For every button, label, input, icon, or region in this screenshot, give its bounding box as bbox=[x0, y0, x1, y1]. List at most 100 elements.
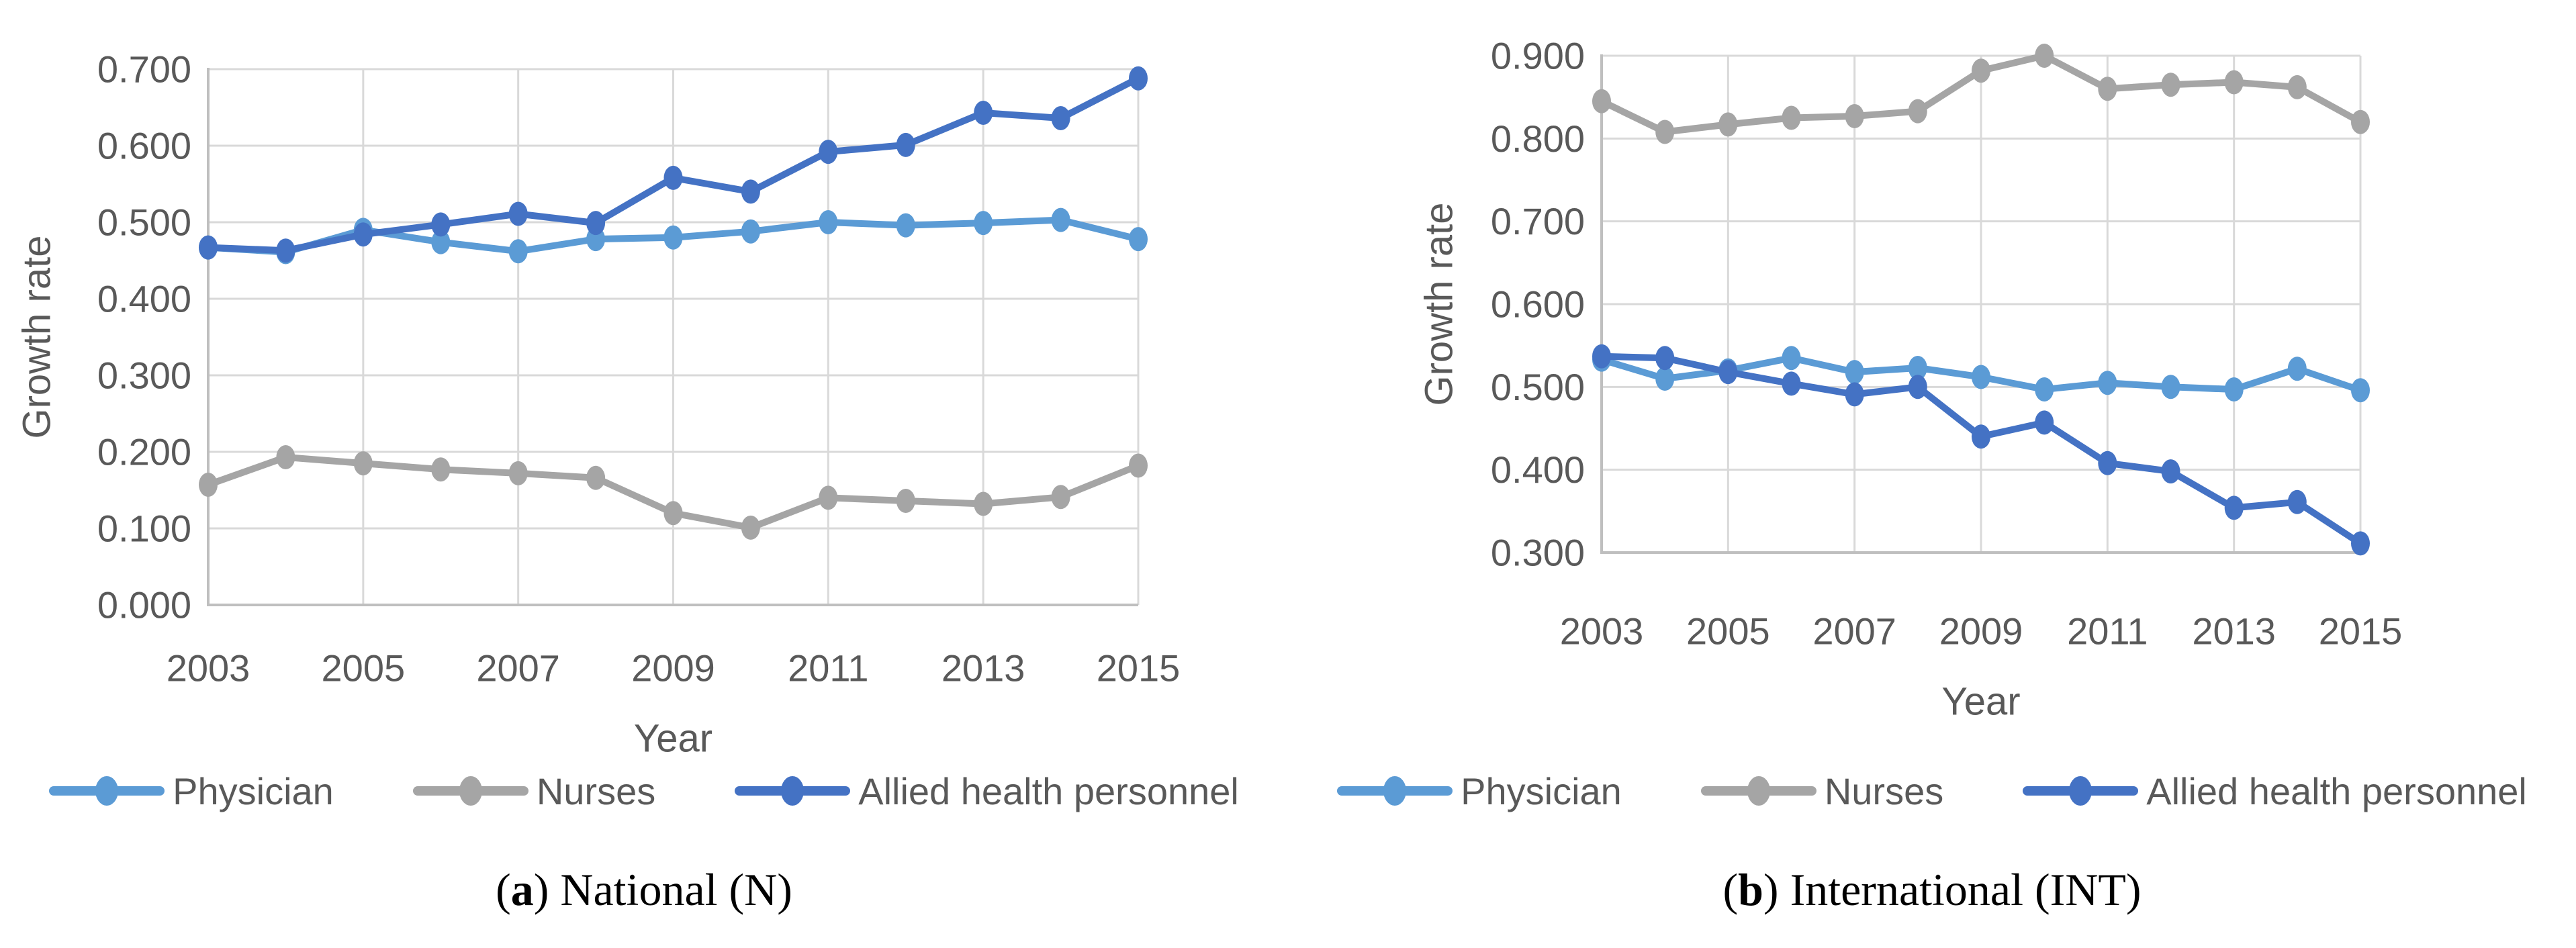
y-tick-label: 0.500 bbox=[1491, 366, 1585, 408]
chart-international: 0.300 0.400 0.500 0.600 0.700 0.800 0.900 2003 2… bbox=[1418, 35, 2403, 724]
y-tick-label: 0.400 bbox=[97, 278, 191, 320]
axis-labels: 0.300 0.400 0.500 0.600 0.700 0.800 0.900 2003 2… bbox=[1418, 35, 2403, 724]
y-tick-label: 0.700 bbox=[97, 48, 191, 91]
x-tick-label: 2013 bbox=[2192, 610, 2276, 653]
legend-international: Physician Nurses Allied health personnel bbox=[1288, 770, 2576, 812]
data-point-marker bbox=[353, 222, 373, 247]
series-nurses bbox=[199, 445, 1148, 540]
chart-national: 0.000 0.100 0.200 0.300 0.400 0.500 0.600 0.700… bbox=[15, 48, 1181, 759]
data-point-marker bbox=[1908, 375, 1927, 399]
legend-label-physician: Physician bbox=[173, 769, 334, 812]
allied-line-marker-icon bbox=[2023, 774, 2139, 808]
data-point-marker bbox=[508, 201, 528, 226]
data-point-marker bbox=[1655, 367, 1675, 391]
x-tick-label: 2005 bbox=[1686, 610, 1770, 653]
data-point-marker bbox=[1592, 89, 1611, 113]
data-point-marker bbox=[1782, 371, 1801, 396]
x-axis-title: Year bbox=[634, 717, 712, 759]
allied-line-marker-icon bbox=[735, 774, 851, 808]
data-point-marker bbox=[1972, 58, 1990, 83]
y-tick-label: 0.100 bbox=[97, 508, 191, 550]
data-point-marker bbox=[1655, 120, 1675, 144]
axes bbox=[207, 68, 1138, 606]
series-nurses bbox=[1592, 44, 2370, 144]
data-point-marker bbox=[896, 213, 915, 238]
legend-item-allied: Allied health personnel bbox=[735, 769, 1239, 813]
legend-label-allied: Allied health personnel bbox=[2146, 769, 2527, 812]
data-point-marker bbox=[2351, 378, 2370, 403]
y-tick-label: 0.500 bbox=[97, 201, 191, 244]
data-point-marker bbox=[199, 473, 218, 497]
data-point-marker bbox=[974, 211, 993, 236]
x-axis-title: Year bbox=[1941, 680, 2020, 724]
data-point-marker bbox=[199, 235, 218, 260]
x-tick-label: 2009 bbox=[631, 647, 715, 690]
data-point-marker bbox=[1908, 356, 1927, 380]
data-point-marker bbox=[2098, 77, 2117, 101]
data-point-marker bbox=[2224, 377, 2244, 401]
axes bbox=[1600, 54, 2360, 554]
x-tick-label: 2013 bbox=[941, 647, 1025, 690]
data-point-marker bbox=[2224, 70, 2244, 95]
data-point-marker bbox=[1845, 360, 1864, 385]
legend-item-allied: Allied health personnel bbox=[2023, 769, 2527, 813]
data-point-marker bbox=[431, 457, 451, 482]
data-point-marker bbox=[741, 219, 760, 244]
data-point-marker bbox=[2161, 375, 2180, 399]
legend-item-nurses: Nurses bbox=[1700, 769, 1943, 813]
legend-label-nurses: Nurses bbox=[536, 769, 656, 812]
physician-line-marker-icon bbox=[49, 774, 165, 808]
data-point-marker bbox=[741, 179, 760, 204]
data-point-marker bbox=[819, 140, 838, 164]
data-point-marker bbox=[508, 461, 528, 485]
x-tick-label: 2009 bbox=[1939, 610, 2023, 653]
x-tick-label: 2005 bbox=[322, 647, 406, 690]
data-point-marker bbox=[896, 132, 915, 157]
data-point-marker bbox=[276, 238, 295, 263]
data-point-marker bbox=[663, 225, 683, 250]
nurses-line-marker-icon bbox=[412, 774, 528, 808]
data-point-marker bbox=[2098, 371, 2117, 395]
legend-item-nurses: Nurses bbox=[412, 769, 656, 813]
data-point-marker bbox=[276, 445, 295, 469]
data-point-marker bbox=[2035, 377, 2054, 401]
data-point-marker bbox=[2161, 73, 2180, 97]
data-point-marker bbox=[819, 210, 838, 234]
physician-line-marker-icon bbox=[1337, 774, 1453, 808]
data-point-marker bbox=[1718, 112, 1738, 137]
data-point-marker bbox=[1051, 106, 1070, 130]
y-tick-label: 0.200 bbox=[97, 431, 191, 473]
legend-label-allied: Allied health personnel bbox=[858, 769, 1239, 812]
y-tick-label: 0.600 bbox=[97, 125, 191, 167]
data-point-marker bbox=[508, 239, 528, 264]
data-point-marker bbox=[1129, 453, 1148, 478]
data-point-marker bbox=[2287, 489, 2307, 514]
data-point-marker bbox=[974, 491, 993, 516]
legend-national: Physician Nurses Allied health personnel bbox=[0, 770, 1288, 812]
x-tick-label: 2003 bbox=[1560, 610, 1644, 653]
data-point-marker bbox=[1782, 105, 1801, 130]
x-tick-label: 2015 bbox=[1097, 647, 1181, 690]
y-tick-label: 0.600 bbox=[1491, 283, 1585, 326]
caption-national: (a) National (N) bbox=[496, 864, 792, 915]
y-tick-label: 0.300 bbox=[1491, 532, 1585, 574]
y-axis-title: Growth rate bbox=[15, 236, 59, 439]
x-tick-label: 2015 bbox=[2319, 610, 2403, 653]
nurses-line-marker-icon bbox=[1700, 774, 1816, 808]
data-point-marker bbox=[2287, 357, 2307, 381]
data-point-marker bbox=[663, 501, 683, 526]
data-point-marker bbox=[1129, 66, 1148, 91]
figure-row: 0.000 0.100 0.200 0.300 0.400 0.500 0.600 0.700… bbox=[0, 35, 2576, 916]
caption-international: (b) International (INT) bbox=[1722, 864, 2142, 915]
x-tick-label: 2007 bbox=[1812, 610, 1896, 653]
data-point-marker bbox=[2224, 495, 2244, 520]
data-point-marker bbox=[819, 485, 838, 510]
data-point-marker bbox=[2035, 410, 2054, 435]
series-allied_health_personnel bbox=[199, 66, 1148, 263]
data-point-marker bbox=[896, 489, 915, 513]
data-point-marker bbox=[431, 230, 451, 254]
data-point-marker bbox=[1129, 227, 1148, 252]
data-point-marker bbox=[1845, 104, 1864, 128]
data-point-marker bbox=[586, 465, 606, 490]
data-point-marker bbox=[2287, 75, 2307, 99]
